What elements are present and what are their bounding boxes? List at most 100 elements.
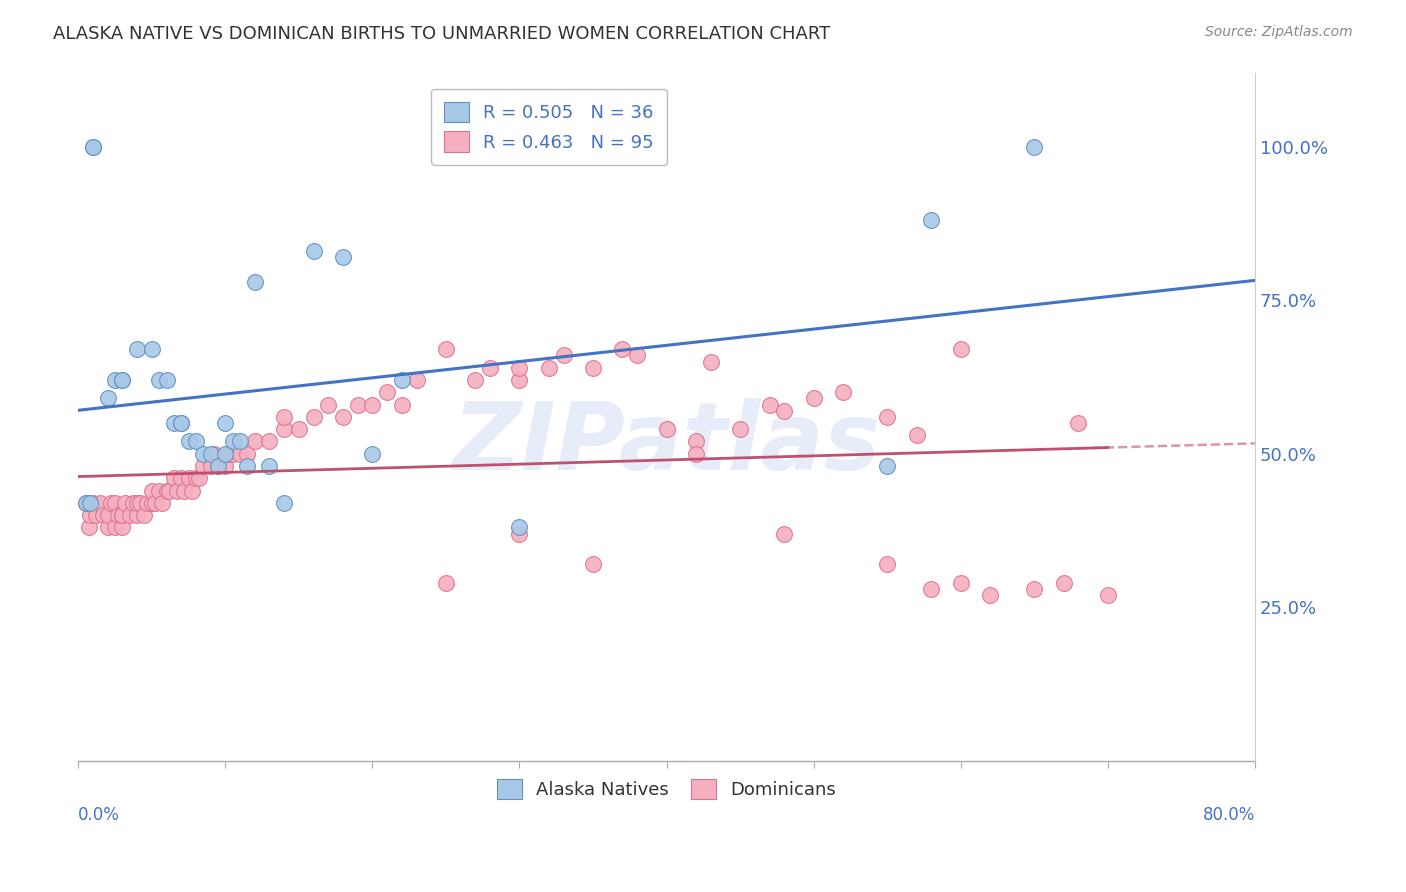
Point bbox=[582, 360, 605, 375]
Text: ALASKA NATIVE VS DOMINICAN BIRTHS TO UNMARRIED WOMEN CORRELATION CHART: ALASKA NATIVE VS DOMINICAN BIRTHS TO UNM… bbox=[53, 25, 831, 43]
Point bbox=[273, 496, 295, 510]
Point bbox=[582, 558, 605, 572]
Point bbox=[832, 385, 855, 400]
Point bbox=[127, 343, 149, 357]
Point bbox=[184, 471, 207, 485]
Point bbox=[193, 458, 215, 473]
Point bbox=[141, 496, 163, 510]
Point bbox=[114, 496, 136, 510]
Point bbox=[243, 434, 266, 449]
Point bbox=[920, 213, 942, 227]
Point bbox=[170, 471, 193, 485]
Point bbox=[434, 343, 457, 357]
Point bbox=[508, 520, 530, 534]
Point bbox=[200, 458, 222, 473]
Point bbox=[91, 508, 114, 523]
Point bbox=[129, 496, 152, 510]
Point bbox=[97, 392, 120, 406]
Point bbox=[75, 496, 97, 510]
Point bbox=[699, 354, 721, 368]
Point bbox=[464, 373, 486, 387]
Point bbox=[434, 575, 457, 590]
Point bbox=[148, 483, 170, 498]
Point bbox=[346, 398, 368, 412]
Point bbox=[214, 416, 236, 430]
Point bbox=[332, 409, 354, 424]
Point bbox=[479, 360, 502, 375]
Point bbox=[104, 496, 127, 510]
Point bbox=[170, 416, 193, 430]
Point bbox=[100, 496, 122, 510]
Point bbox=[141, 483, 163, 498]
Point bbox=[302, 244, 325, 258]
Point bbox=[391, 373, 413, 387]
Point bbox=[655, 422, 678, 436]
Point bbox=[302, 409, 325, 424]
Point bbox=[166, 483, 188, 498]
Point bbox=[316, 398, 339, 412]
Point bbox=[207, 458, 229, 473]
Point bbox=[134, 508, 156, 523]
Text: 0.0%: 0.0% bbox=[79, 805, 120, 823]
Point bbox=[173, 483, 195, 498]
Point bbox=[214, 447, 236, 461]
Point bbox=[405, 373, 427, 387]
Point bbox=[1024, 582, 1046, 596]
Point bbox=[111, 520, 134, 534]
Point bbox=[273, 422, 295, 436]
Point bbox=[107, 508, 129, 523]
Point bbox=[187, 471, 209, 485]
Point bbox=[288, 422, 311, 436]
Point bbox=[553, 349, 575, 363]
Point bbox=[170, 416, 193, 430]
Point bbox=[111, 373, 134, 387]
Point bbox=[159, 483, 181, 498]
Point bbox=[180, 483, 202, 498]
Point bbox=[222, 434, 245, 449]
Point bbox=[84, 508, 107, 523]
Point bbox=[920, 582, 942, 596]
Point bbox=[79, 496, 101, 510]
Point bbox=[207, 458, 229, 473]
Point bbox=[508, 360, 530, 375]
Point bbox=[163, 416, 186, 430]
Point bbox=[236, 458, 259, 473]
Point bbox=[273, 409, 295, 424]
Point bbox=[229, 434, 252, 449]
Point bbox=[155, 483, 177, 498]
Point bbox=[1067, 416, 1090, 430]
Point bbox=[104, 520, 127, 534]
Point bbox=[75, 496, 97, 510]
Point bbox=[77, 520, 100, 534]
Point bbox=[537, 360, 560, 375]
Point bbox=[259, 434, 281, 449]
Point bbox=[89, 496, 111, 510]
Point bbox=[361, 447, 384, 461]
Point bbox=[626, 349, 648, 363]
Point bbox=[222, 447, 245, 461]
Legend: Alaska Natives, Dominicans: Alaska Natives, Dominicans bbox=[486, 768, 848, 810]
Point bbox=[202, 447, 225, 461]
Point bbox=[177, 471, 200, 485]
Point bbox=[82, 496, 104, 510]
Point bbox=[949, 575, 972, 590]
Point bbox=[508, 526, 530, 541]
Point bbox=[121, 496, 143, 510]
Point bbox=[82, 139, 104, 153]
Point bbox=[332, 250, 354, 264]
Point bbox=[111, 508, 134, 523]
Text: 80.0%: 80.0% bbox=[1202, 805, 1256, 823]
Point bbox=[193, 447, 215, 461]
Point bbox=[728, 422, 751, 436]
Point bbox=[949, 343, 972, 357]
Point bbox=[876, 558, 898, 572]
Point bbox=[82, 139, 104, 153]
Text: Source: ZipAtlas.com: Source: ZipAtlas.com bbox=[1205, 25, 1353, 39]
Point bbox=[361, 398, 384, 412]
Point bbox=[177, 434, 200, 449]
Point bbox=[150, 496, 173, 510]
Point bbox=[141, 343, 163, 357]
Point bbox=[1097, 588, 1119, 602]
Point bbox=[184, 434, 207, 449]
Point bbox=[508, 373, 530, 387]
